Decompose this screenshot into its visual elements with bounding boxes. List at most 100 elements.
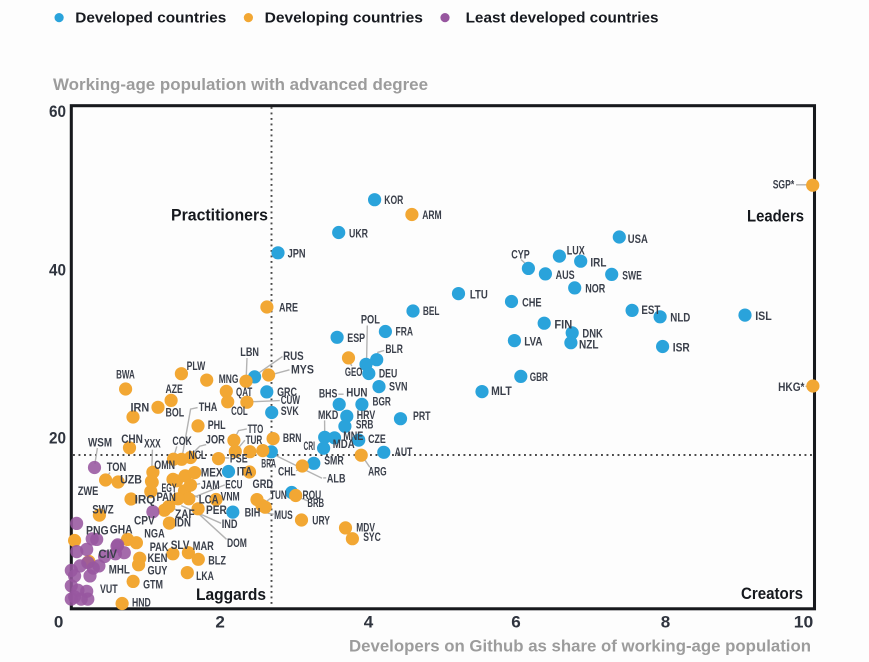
svg-text:Working-age population with ad: Working-age population with advanced deg… bbox=[53, 75, 428, 94]
svg-text:CHL: CHL bbox=[278, 465, 296, 479]
svg-text:BWA: BWA bbox=[116, 368, 135, 382]
svg-text:KOR: KOR bbox=[384, 193, 403, 207]
svg-text:NOR: NOR bbox=[585, 282, 605, 296]
svg-text:LUX: LUX bbox=[567, 243, 585, 257]
svg-text:SGP*: SGP* bbox=[773, 178, 795, 192]
svg-text:Creators: Creators bbox=[741, 584, 803, 603]
svg-text:GRC: GRC bbox=[277, 385, 297, 399]
svg-text:IDN: IDN bbox=[174, 515, 191, 529]
svg-text:BLZ: BLZ bbox=[208, 553, 226, 567]
svg-text:SVK: SVK bbox=[281, 404, 299, 418]
svg-text:CZE: CZE bbox=[368, 432, 386, 446]
svg-text:IND: IND bbox=[222, 517, 238, 531]
svg-text:GHA: GHA bbox=[110, 523, 133, 537]
svg-text:ITA: ITA bbox=[237, 465, 253, 479]
svg-text:URY: URY bbox=[312, 514, 330, 528]
svg-text:DEU: DEU bbox=[379, 367, 397, 381]
svg-text:ROU: ROU bbox=[303, 488, 322, 502]
svg-text:Developed countries: Developed countries bbox=[75, 11, 226, 27]
svg-text:UZB: UZB bbox=[120, 473, 142, 487]
svg-text:LTU: LTU bbox=[470, 288, 488, 302]
svg-text:SYC: SYC bbox=[363, 530, 381, 544]
svg-text:SVN: SVN bbox=[389, 380, 408, 394]
svg-text:JOR: JOR bbox=[206, 433, 226, 447]
svg-text:ARM: ARM bbox=[422, 208, 442, 222]
svg-text:Leaders: Leaders bbox=[747, 207, 804, 226]
svg-text:6: 6 bbox=[511, 614, 521, 632]
svg-text:4: 4 bbox=[364, 614, 374, 632]
svg-text:BRB: BRB bbox=[307, 496, 324, 510]
svg-text:MHL: MHL bbox=[109, 562, 130, 576]
svg-text:GTM: GTM bbox=[143, 578, 163, 592]
svg-text:ALB: ALB bbox=[327, 471, 346, 485]
svg-text:CHN: CHN bbox=[121, 432, 143, 446]
svg-text:LVA: LVA bbox=[524, 334, 543, 348]
svg-text:PAK: PAK bbox=[150, 540, 169, 554]
svg-text:PLW: PLW bbox=[187, 359, 206, 373]
svg-text:0: 0 bbox=[54, 614, 64, 632]
svg-text:EGY: EGY bbox=[162, 481, 177, 495]
svg-text:LCA: LCA bbox=[199, 492, 219, 506]
svg-text:ZAF: ZAF bbox=[175, 507, 195, 521]
svg-text:BEL: BEL bbox=[423, 304, 440, 318]
svg-text:CRI: CRI bbox=[304, 439, 316, 453]
svg-text:BRA: BRA bbox=[261, 457, 276, 471]
svg-text:USA: USA bbox=[628, 232, 648, 246]
svg-text:CYP: CYP bbox=[511, 247, 530, 261]
svg-text:20: 20 bbox=[49, 429, 66, 447]
svg-text:ARE: ARE bbox=[279, 300, 298, 314]
svg-text:PHL: PHL bbox=[208, 418, 226, 432]
svg-text:QAT: QAT bbox=[236, 385, 253, 399]
svg-text:AUT: AUT bbox=[395, 445, 413, 459]
svg-text:BRN: BRN bbox=[283, 431, 302, 445]
svg-text:BOL: BOL bbox=[166, 406, 185, 420]
svg-text:Practitioners: Practitioners bbox=[171, 205, 268, 224]
svg-text:FRA: FRA bbox=[396, 324, 414, 338]
svg-text:HUN: HUN bbox=[346, 385, 367, 399]
svg-text:CPV: CPV bbox=[134, 514, 155, 528]
svg-text:GUY: GUY bbox=[148, 563, 168, 577]
svg-text:MLT: MLT bbox=[491, 384, 512, 398]
svg-text:8: 8 bbox=[661, 614, 671, 632]
svg-text:ECU: ECU bbox=[225, 477, 242, 491]
svg-text:JPN: JPN bbox=[288, 247, 306, 261]
svg-text:COK: COK bbox=[172, 434, 192, 448]
svg-text:DNK: DNK bbox=[582, 327, 603, 341]
svg-text:Developing countries: Developing countries bbox=[265, 11, 423, 27]
svg-text:Least developed countries: Least developed countries bbox=[466, 11, 659, 27]
svg-text:IRN: IRN bbox=[131, 401, 150, 415]
svg-text:PAN: PAN bbox=[157, 490, 176, 504]
svg-text:HKG*: HKG* bbox=[778, 380, 805, 394]
svg-text:60: 60 bbox=[49, 103, 66, 121]
svg-text:COL: COL bbox=[231, 404, 248, 418]
svg-text:ESP: ESP bbox=[347, 331, 365, 345]
svg-text:TUN: TUN bbox=[270, 488, 287, 502]
svg-text:KEN: KEN bbox=[148, 551, 168, 565]
svg-text:SWE: SWE bbox=[622, 268, 642, 282]
svg-text:HND: HND bbox=[132, 595, 151, 609]
svg-text:BGR: BGR bbox=[373, 394, 392, 408]
svg-text:MNG: MNG bbox=[219, 372, 239, 386]
svg-text:CIV: CIV bbox=[98, 547, 117, 561]
svg-text:ARG: ARG bbox=[368, 465, 387, 479]
svg-text:GBR: GBR bbox=[530, 370, 549, 384]
svg-text:WSM: WSM bbox=[88, 435, 112, 449]
svg-text:HRV: HRV bbox=[357, 408, 375, 422]
svg-text:XXX: XXX bbox=[144, 437, 161, 451]
svg-text:SMR: SMR bbox=[324, 454, 344, 468]
svg-text:PRT: PRT bbox=[413, 409, 431, 423]
svg-text:NCL: NCL bbox=[189, 448, 207, 462]
svg-text:CUW: CUW bbox=[281, 393, 301, 407]
svg-text:TUR: TUR bbox=[246, 433, 263, 447]
svg-text:IRL: IRL bbox=[590, 255, 606, 269]
svg-text:MDV: MDV bbox=[356, 520, 375, 534]
svg-text:IRQ: IRQ bbox=[135, 492, 156, 506]
svg-text:Laggards: Laggards bbox=[196, 585, 266, 604]
svg-text:VNM: VNM bbox=[221, 490, 240, 504]
svg-text:MYS: MYS bbox=[291, 362, 314, 376]
svg-text:LBN: LBN bbox=[240, 345, 259, 359]
svg-text:BIH: BIH bbox=[245, 506, 261, 520]
svg-text:LKA: LKA bbox=[196, 569, 214, 583]
svg-text:Developers on Github as share: Developers on Github as share of working… bbox=[349, 637, 811, 656]
svg-text:FIN: FIN bbox=[554, 317, 572, 331]
